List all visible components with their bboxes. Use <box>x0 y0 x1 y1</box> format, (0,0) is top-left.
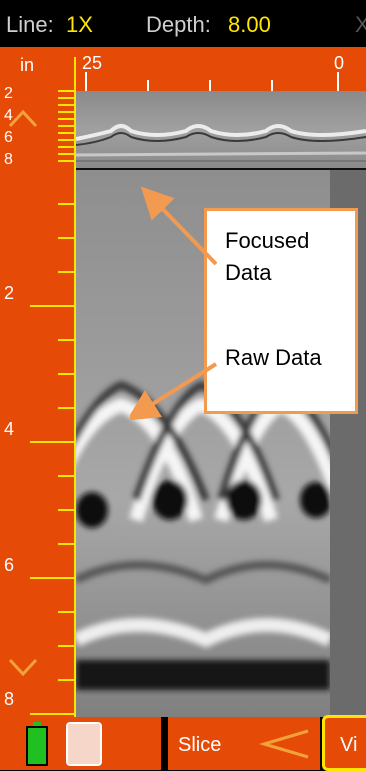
line-label: Line: <box>6 12 54 37</box>
top-label-2: 2 <box>4 85 13 102</box>
status-bar <box>0 0 366 47</box>
slice-label: Slice <box>178 734 222 756</box>
ruler-tick <box>30 577 74 579</box>
raw-data-image <box>76 170 330 717</box>
top-label-8: 8 <box>4 151 13 168</box>
sd-card-icon <box>66 722 102 766</box>
ruler-tick <box>58 543 74 545</box>
line-value: 1X <box>66 12 93 37</box>
close-x-partial[interactable]: X <box>355 12 366 37</box>
ruler-tick <box>58 475 74 477</box>
scroll-down-icon[interactable] <box>8 656 38 678</box>
top-label-6: 6 <box>4 129 13 146</box>
depth-value: 8.00 <box>228 12 271 37</box>
focused-data-image <box>75 91 366 169</box>
ruler-tick <box>58 271 74 273</box>
ruler-tick <box>30 305 74 307</box>
ruler-tick <box>58 111 74 113</box>
ruler-tick <box>58 373 74 375</box>
depth-label-2: 2 <box>4 283 15 303</box>
ruler-tick <box>58 407 74 409</box>
ruler-tick <box>58 611 74 613</box>
ruler-tick <box>58 645 74 647</box>
ruler-tick <box>58 132 74 134</box>
depth-ruler: in 2 4 6 8 2 4 6 8 <box>0 47 76 717</box>
ruler-axis-line <box>74 57 76 717</box>
depth-label-6: 6 <box>4 555 15 575</box>
focused-data-label: Focused Data <box>225 228 310 285</box>
ruler-tick <box>30 713 74 715</box>
depth-label-4: 4 <box>4 419 15 439</box>
position-ruler: 25 0 <box>76 47 366 91</box>
ruler-tick <box>58 90 74 92</box>
ruler-tick <box>58 339 74 341</box>
ruler-tick <box>58 237 74 239</box>
ruler-tick <box>58 139 74 141</box>
scroll-up-icon[interactable] <box>8 108 38 130</box>
ruler-tick <box>58 97 74 99</box>
ruler-tick <box>58 679 74 681</box>
raw-data-label: Raw Data <box>225 345 322 370</box>
top-label-4: 4 <box>4 107 13 124</box>
annotation-arrows <box>130 186 218 421</box>
ruler-tick <box>58 160 74 162</box>
depth-label-8: 8 <box>4 689 15 709</box>
annotation-box: Focused Data Raw Data <box>204 208 358 414</box>
ruler-tick <box>58 125 74 127</box>
ruler-tick <box>58 146 74 148</box>
ruler-tick <box>30 441 74 443</box>
focused-data-panel <box>75 91 366 169</box>
view-label: Vi <box>340 734 358 756</box>
panel-divider <box>76 168 366 170</box>
position-ruler-ticks <box>85 72 339 92</box>
ruler-tick <box>58 203 74 205</box>
depth-label: Depth: <box>146 12 211 37</box>
unit-label: in <box>20 55 35 75</box>
position-label-start: 25 <box>82 53 103 73</box>
ruler-tick <box>58 104 74 106</box>
ruler-tick <box>58 118 74 120</box>
chevron-left-icon[interactable] <box>258 727 312 761</box>
ruler-tick <box>58 153 74 155</box>
position-label-end: 0 <box>334 53 345 73</box>
ruler-tick <box>58 509 74 511</box>
slice-button[interactable] <box>168 717 320 770</box>
view-button[interactable] <box>322 715 366 771</box>
battery-icon <box>26 722 48 766</box>
